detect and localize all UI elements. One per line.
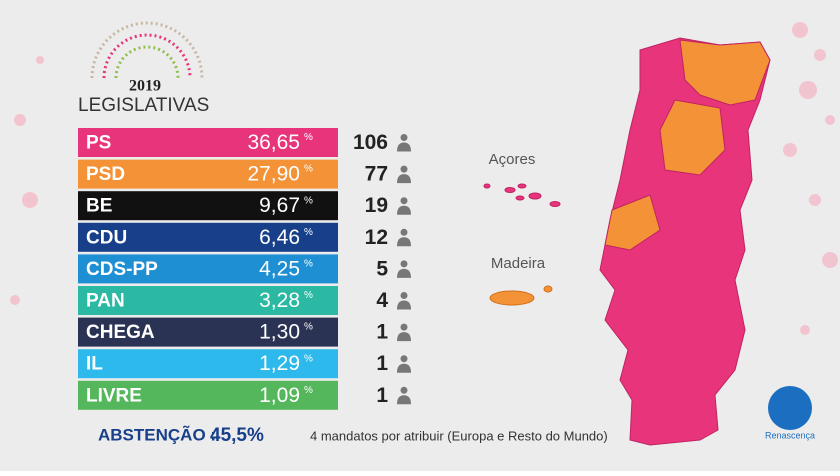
person-icon-body: [397, 142, 411, 152]
logo-arcs: [90, 21, 204, 79]
percent: 9,67: [259, 194, 300, 217]
person-icon-head: [400, 165, 408, 173]
abstention-value: 45,5%: [210, 425, 264, 446]
party-bar: [78, 349, 338, 379]
azores-label: Açores: [489, 151, 536, 168]
party-bar: [78, 191, 338, 221]
party-name: PS: [86, 133, 111, 154]
logo-text: Renascença: [765, 430, 815, 440]
person-icon-body: [397, 237, 411, 247]
percent: 3,28: [259, 289, 300, 312]
percent: 4,25: [259, 257, 300, 280]
person-icon-body: [397, 174, 411, 184]
madeira-label: Madeira: [491, 255, 546, 272]
percent: 1,30: [259, 321, 300, 344]
abstention-label: ABSTENÇÃO :: [98, 424, 216, 444]
percent-sign: %: [304, 195, 313, 206]
person-icon-head: [400, 292, 408, 299]
party-bar: [78, 254, 338, 284]
seats: 1: [376, 321, 388, 344]
person-icon-head: [400, 355, 408, 363]
percent: 36,65: [247, 131, 300, 154]
percent-sign: %: [304, 259, 313, 270]
map: [599, 37, 771, 446]
seats: 5: [376, 257, 388, 280]
party-bar: [78, 286, 338, 315]
percent: 27,90: [247, 163, 300, 186]
seats: 19: [365, 194, 388, 217]
percent-sign: %: [304, 164, 313, 175]
person-icon-head: [400, 386, 408, 394]
person-icon-body: [397, 205, 411, 215]
seats: 1: [376, 352, 388, 375]
party-name: PSD: [86, 164, 125, 185]
person-icon-body: [397, 300, 411, 310]
madeira-islands: [489, 285, 553, 306]
person-icon-head: [400, 134, 408, 141]
person-icon-head: [400, 260, 408, 268]
party-name: CDU: [86, 227, 127, 248]
party-name: CDS-PP: [86, 259, 158, 280]
person-icon-head: [400, 323, 408, 331]
party-name: IL: [86, 354, 103, 375]
seats: 77: [365, 163, 388, 186]
seats: 4: [376, 289, 388, 312]
percent-sign: %: [304, 322, 313, 333]
title: LEGISLATIVAS: [78, 95, 209, 116]
party-bar: [78, 128, 338, 157]
note: 4 mandatos por atribuir (Europa e Resto …: [310, 428, 608, 443]
percent: 1,09: [259, 384, 300, 407]
person-icon-body: [397, 268, 411, 278]
percent-sign: %: [304, 385, 313, 396]
seats: 12: [365, 226, 388, 249]
party-name: LIVRE: [86, 385, 142, 406]
year: 2019: [129, 78, 161, 95]
percent-sign: %: [304, 227, 313, 238]
person-icon-body: [397, 332, 411, 342]
party-bar: [78, 380, 338, 410]
percent-sign: %: [304, 290, 313, 301]
person-icon-body: [397, 395, 411, 405]
party-name: CHEGA: [86, 322, 155, 343]
person-icon-head: [400, 197, 408, 205]
party-name: BE: [86, 196, 112, 217]
azores-islands: [483, 183, 561, 207]
results-table: PS 36,65% 106 PSD 27,90% 77 BE 9,67% 19 CDU 6,46% 1…: [78, 128, 411, 410]
seats: 1: [376, 384, 388, 407]
logo-mark: [768, 386, 812, 430]
party-bar: [78, 317, 338, 347]
percent-sign: %: [304, 353, 313, 364]
percent-sign: %: [304, 132, 313, 143]
decoration: [10, 22, 838, 335]
party-bar: [78, 222, 338, 252]
party-name: PAN: [86, 291, 125, 312]
seats: 106: [353, 131, 388, 154]
percent: 1,29: [259, 352, 300, 375]
party-bar: [78, 159, 338, 189]
person-icon-body: [397, 363, 411, 373]
percent: 6,46: [259, 226, 300, 249]
person-icon-head: [400, 228, 408, 236]
